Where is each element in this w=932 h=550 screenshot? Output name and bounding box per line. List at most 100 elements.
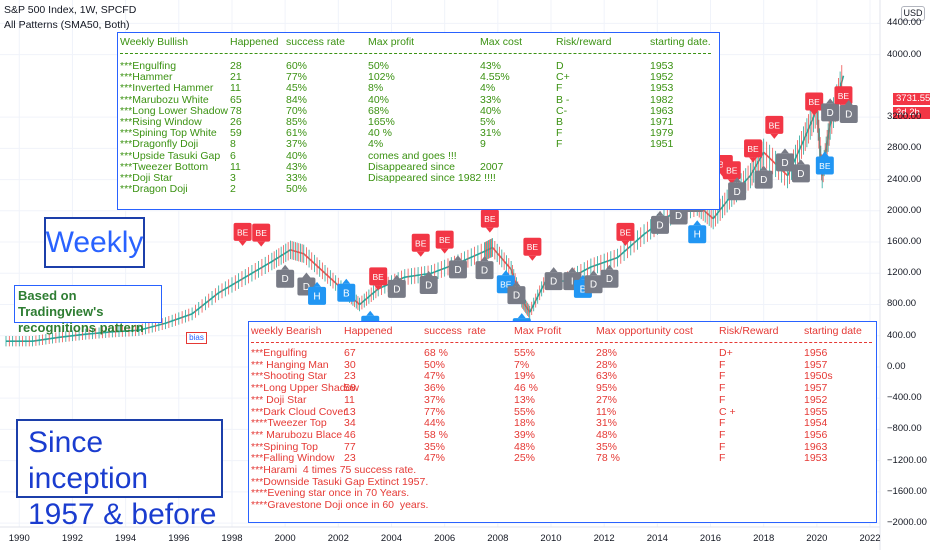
pattern-marker-bear[interactable]: BE <box>616 222 635 246</box>
bull-table-cell: ***Engulfing <box>120 60 177 72</box>
bear-header-cell: weekly Bearish <box>251 325 322 337</box>
pattern-marker-neutral[interactable]: D <box>728 177 747 201</box>
pattern-marker-neutral[interactable]: D <box>544 267 563 291</box>
pattern-marker-neutral[interactable]: D <box>839 99 858 123</box>
based-line-2: recognitions pattern <box>18 320 144 335</box>
pattern-marker-label: D <box>590 280 597 291</box>
pattern-marker-box <box>507 286 526 305</box>
pattern-marker-pointer <box>440 248 449 254</box>
bull-table-cell: 1971 <box>650 116 674 128</box>
pattern-marker-bear[interactable]: BE <box>411 233 430 257</box>
pattern-marker-neutral[interactable]: D <box>584 270 603 294</box>
time-tick-label: 2006 <box>434 533 456 544</box>
pattern-marker-bull[interactable]: H <box>688 220 707 244</box>
inception-line-2: 1957 & before <box>28 498 217 531</box>
pattern-marker-pointer <box>501 270 510 276</box>
pattern-marker-box <box>276 269 295 288</box>
bear-note: ***Downside Tasuki Gap Extinct 1957. <box>251 475 429 488</box>
pattern-marker-pointer <box>313 281 322 287</box>
pattern-marker-neutral[interactable]: D <box>507 281 526 305</box>
time-tick-label: 1992 <box>61 533 84 544</box>
bull-table-cell: 65 <box>230 93 242 106</box>
pattern-marker-neutral[interactable]: D <box>791 159 810 183</box>
bear-table-cell: ****Tweezer Top <box>251 417 327 430</box>
pattern-marker-label: BE <box>484 214 496 224</box>
bull-header-cell: Max profit <box>368 36 415 48</box>
pattern-marker-pointer <box>810 110 819 116</box>
pattern-marker-box <box>544 272 563 291</box>
bull-header-cell: success rate <box>286 36 345 48</box>
pattern-marker-pointer <box>727 179 736 185</box>
pattern-marker-box <box>600 269 619 288</box>
bear-note: ****Gravestone Doji once in 60 years. <box>251 499 429 512</box>
bull-table-cell: C+ <box>556 71 570 84</box>
bear-table-cell: 28% <box>596 358 618 371</box>
bull-table-cell: 8% <box>368 82 384 95</box>
bear-table-cell: *** Marubozu Blace <box>251 428 343 441</box>
pattern-marker-bear[interactable]: BE <box>480 209 499 233</box>
bear-table-cell: 37% <box>424 393 446 406</box>
pattern-marker-label: BE <box>747 144 759 154</box>
pattern-marker-bear[interactable]: BE <box>252 223 271 247</box>
pattern-marker-bear[interactable]: BE <box>805 92 824 116</box>
bull-table-cell: 78 <box>230 104 242 117</box>
bear-table-cell: *** Hanging Man <box>251 358 329 371</box>
price-tick-label: 2400.00 <box>887 173 922 185</box>
bull-table-cell: 60% <box>286 60 308 72</box>
bull-header-cell: Weekly Bullish <box>120 36 189 48</box>
currency-label[interactable]: USD <box>901 6 925 21</box>
pattern-marker-box <box>480 209 499 228</box>
bear-table-cell: F <box>719 370 726 383</box>
pattern-marker-bear[interactable]: BE <box>722 161 741 185</box>
pattern-marker-label: BE <box>769 120 781 130</box>
indicator-label[interactable]: All Patterns (SMA50, Both) <box>4 19 130 31</box>
bull-table-cell: 1953 <box>650 60 674 72</box>
pattern-marker-bull[interactable]: B <box>337 278 356 302</box>
pattern-marker-neutral[interactable]: D <box>821 98 840 122</box>
bull-header-cell: Risk/reward <box>556 36 612 48</box>
pattern-marker-bull[interactable]: BE <box>815 151 834 175</box>
pattern-marker-label: D <box>656 220 663 231</box>
pattern-marker-bear[interactable]: BE <box>233 222 252 246</box>
bull-table-cell: 43% <box>480 60 502 72</box>
pattern-marker-label: D <box>760 175 767 186</box>
bear-table-cell: 44% <box>424 417 446 430</box>
bear-table-cell: 23 <box>344 370 356 383</box>
bear-note: ****Evening star once in 70 Years. <box>251 487 410 500</box>
pattern-marker-bear[interactable]: BE <box>765 115 784 139</box>
pattern-marker-pointer <box>238 240 247 246</box>
pattern-marker-label: H <box>313 291 320 302</box>
pattern-marker-label: D <box>675 211 682 222</box>
pattern-marker-neutral[interactable]: D <box>754 165 773 189</box>
pattern-marker-bear[interactable]: BE <box>369 267 388 291</box>
time-tick-label: 1998 <box>221 533 243 544</box>
pattern-marker-label: BE <box>439 235 451 245</box>
bear-table-cell: 19% <box>514 370 536 383</box>
pattern-marker-bear[interactable]: BE <box>435 230 454 254</box>
pattern-marker-neutral[interactable]: D <box>651 210 669 234</box>
pattern-marker-bear[interactable]: BE <box>744 139 763 163</box>
pattern-marker-neutral[interactable]: D <box>276 264 295 288</box>
bear-table-cell: 1954 <box>804 417 828 430</box>
pattern-marker-neutral[interactable]: D <box>475 256 494 280</box>
bear-table-cell: 78 % <box>596 452 620 465</box>
pattern-marker-neutral[interactable]: D <box>419 270 438 294</box>
bear-table-cell: F <box>719 452 726 465</box>
pattern-marker-box <box>252 223 271 242</box>
pattern-marker-neutral[interactable]: D <box>448 255 467 279</box>
pattern-marker-neutral[interactable]: D <box>600 264 619 288</box>
bear-table-cell: 58 % <box>424 428 448 441</box>
pattern-marker-bear[interactable]: BE <box>523 237 542 261</box>
pattern-marker-pointer <box>392 274 401 280</box>
bull-table-cell: F <box>556 82 563 95</box>
bear-table-cell: 1950s <box>804 370 833 383</box>
pattern-marker-neutral[interactable]: D <box>775 148 794 172</box>
pattern-marker-box <box>475 261 494 280</box>
pattern-marker-neutral[interactable]: D <box>387 274 406 298</box>
pattern-marker-label: D <box>425 280 432 291</box>
price-tick-label: −1200.00 <box>887 454 927 466</box>
pattern-marker-box <box>308 286 327 305</box>
bull-table-cell: 11 <box>230 82 241 95</box>
pattern-marker-label: D <box>797 169 804 180</box>
pattern-marker-bull[interactable]: H <box>308 281 327 305</box>
